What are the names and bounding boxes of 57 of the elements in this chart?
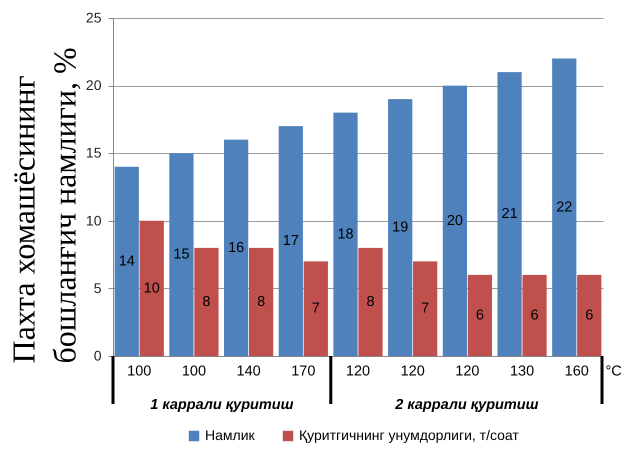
y-tick-label: 15 — [86, 144, 102, 161]
x-tick-label: 120 — [400, 364, 425, 380]
bar — [114, 166, 139, 356]
bar — [577, 274, 602, 356]
text: 2 каррали қуритиш — [394, 397, 539, 413]
y-axis-title: Пахта хомашёсининг бошланғич намлиги, % — [6, 47, 82, 364]
data-label: 10 — [144, 280, 160, 296]
data-label: 7 — [312, 300, 320, 317]
data-label: 17 — [282, 233, 299, 250]
x-tick-label: 160 — [564, 364, 589, 380]
x-tick-label: 140 — [236, 364, 261, 380]
bar — [358, 248, 383, 356]
y-tick-label: 25 — [86, 10, 102, 26]
data-label: 8 — [257, 294, 266, 310]
y-tick-label: 20 — [86, 77, 102, 94]
y-tick-label: 10 — [86, 212, 102, 228]
bar — [304, 261, 328, 356]
bar — [552, 58, 576, 356]
data-label: 15 — [173, 246, 190, 263]
bar — [388, 99, 412, 356]
bar — [169, 153, 194, 356]
x-tick-label: 130 — [510, 364, 534, 380]
legend-label: Намлик — [205, 427, 256, 443]
x-axis-title: °C — [606, 364, 622, 380]
data-label: 7 — [421, 300, 430, 317]
data-label: 16 — [228, 240, 244, 256]
bar — [413, 261, 438, 356]
bar — [468, 274, 492, 356]
data-label: 21 — [502, 206, 518, 222]
data-label: 6 — [476, 307, 484, 324]
text: 1 каррали қуритиш — [150, 397, 294, 413]
data-label: 8 — [202, 294, 210, 310]
bar — [522, 274, 547, 356]
x-tick-label: 100 — [182, 364, 206, 380]
data-label: 6 — [585, 307, 594, 324]
data-label: 6 — [530, 307, 539, 324]
x-tick-label: 120 — [346, 364, 370, 380]
x-tick-label: 100 — [127, 364, 152, 380]
data-label: 20 — [446, 212, 463, 229]
legend-label: Қуритгичнинг унумдорлиги, т/соат — [299, 427, 520, 443]
x-tick-label: 170 — [291, 364, 316, 380]
data-label: 22 — [556, 199, 572, 216]
y-tick-label: 0 — [94, 348, 102, 364]
bar — [278, 126, 303, 356]
bar — [442, 86, 467, 356]
y-tick-label: 5 — [94, 280, 102, 296]
bar — [333, 112, 358, 356]
bar — [249, 248, 274, 356]
data-label: 18 — [337, 226, 354, 242]
x-tick-label: 120 — [455, 364, 480, 380]
data-label: 14 — [118, 253, 135, 270]
data-label: 19 — [392, 220, 408, 236]
bar — [194, 248, 219, 356]
bar — [497, 72, 522, 356]
bar — [224, 140, 248, 356]
data-label: 8 — [366, 294, 375, 310]
bar — [140, 220, 164, 356]
